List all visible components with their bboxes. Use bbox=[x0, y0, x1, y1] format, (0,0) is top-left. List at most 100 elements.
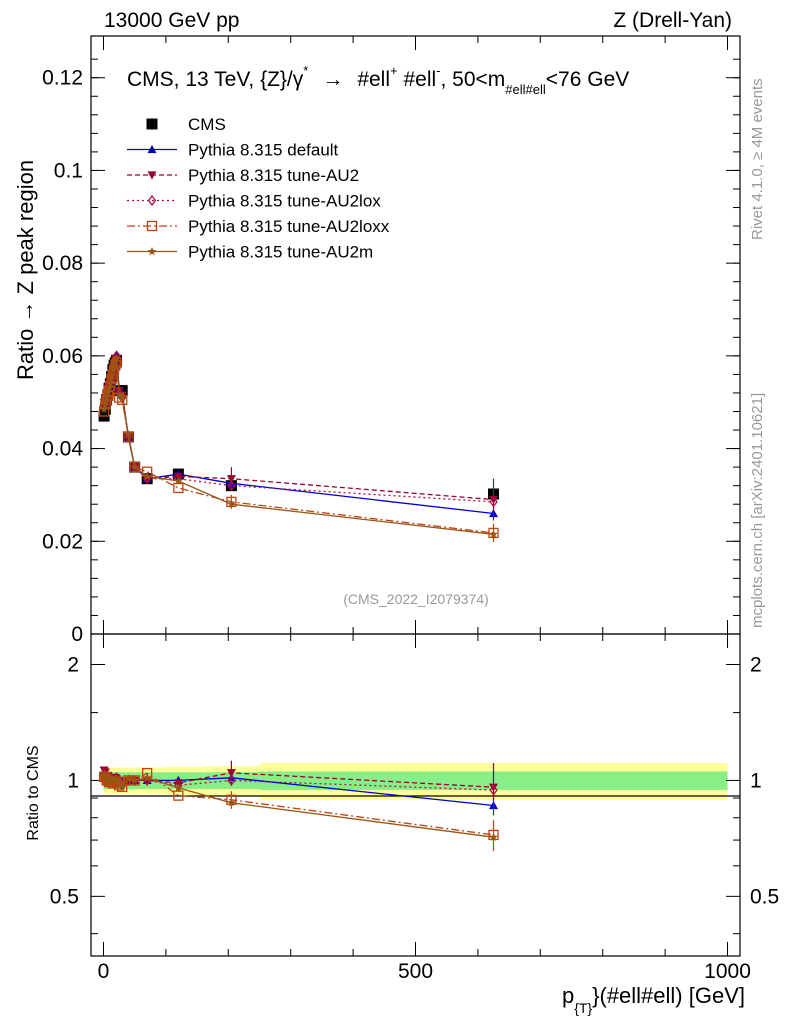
data-point bbox=[102, 393, 111, 402]
data-point bbox=[174, 476, 183, 485]
legend-label: Pythia 8.315 tune-AU2m bbox=[188, 243, 373, 262]
data-point bbox=[112, 353, 121, 362]
data-point bbox=[489, 832, 498, 841]
main-curves bbox=[98, 350, 500, 543]
data-point bbox=[226, 769, 236, 778]
x-tick-label: 0 bbox=[98, 960, 110, 983]
data-point bbox=[173, 790, 184, 801]
data-point bbox=[103, 388, 113, 397]
data-point bbox=[489, 783, 499, 792]
title-range-prefix: , 50<m bbox=[441, 68, 506, 91]
legend-item: Pythia 8.315 tune-AU2 bbox=[127, 166, 359, 185]
ratio-series-5 bbox=[99, 770, 498, 841]
x-label-rest: }(#ell#ell) [GeV] bbox=[592, 983, 745, 1008]
data-point bbox=[117, 393, 127, 402]
ratio-y-tick-label: 1 bbox=[67, 769, 79, 792]
legend-label: CMS bbox=[188, 115, 226, 134]
main-y-tick-label: 0.1 bbox=[54, 159, 83, 182]
data-point bbox=[109, 360, 119, 369]
title-plus: + bbox=[390, 63, 398, 78]
main-y-tick-label: 0.04 bbox=[42, 438, 83, 461]
data-point bbox=[106, 379, 115, 388]
series-2 bbox=[99, 354, 499, 521]
data-point bbox=[142, 471, 152, 480]
legend-item: Pythia 8.315 default bbox=[127, 141, 339, 160]
header-right: Z (Drell-Yan) bbox=[613, 9, 732, 32]
ratio-y-tick-label-right: 2 bbox=[750, 653, 762, 676]
data-point bbox=[173, 779, 183, 788]
legend-item: CMS bbox=[146, 115, 226, 134]
x-label-p: p bbox=[562, 983, 574, 1008]
title-minus: - bbox=[436, 63, 440, 78]
data-point bbox=[227, 774, 236, 787]
ratio-y-label: Ratio to CMS bbox=[25, 745, 42, 840]
ratio-ticks: 0 500 1000 0.5 0.5 1 1 2 2 bbox=[50, 634, 779, 983]
x-axis-label: p{T}}(#ell#ell) [GeV] bbox=[562, 983, 745, 1016]
main-y-tick-label: 0.02 bbox=[42, 530, 83, 553]
ratio-curves bbox=[98, 760, 499, 852]
legend-label: Pythia 8.315 default bbox=[188, 141, 339, 160]
data-point bbox=[146, 220, 158, 232]
title-ell1: #ell bbox=[357, 68, 390, 91]
main-ticks: 0 0.02 0.04 0.06 0.08 0.1 0.12 bbox=[42, 36, 740, 646]
data-point bbox=[173, 482, 184, 494]
data-point bbox=[142, 773, 152, 782]
data-point bbox=[226, 475, 236, 484]
ratio-bands bbox=[103, 762, 728, 800]
ratio-y-tick-label: 0.5 bbox=[50, 885, 79, 908]
data-point bbox=[174, 783, 183, 792]
legend-label: Pythia 8.315 tune-AU2lox bbox=[188, 192, 381, 211]
data-point bbox=[146, 118, 158, 130]
legend-item: Pythia 8.315 tune-AU2m bbox=[127, 243, 373, 262]
analysis-id: (CMS_2022_I2079374) bbox=[343, 591, 489, 607]
data-point bbox=[130, 462, 139, 471]
x-tick-label: 1000 bbox=[704, 960, 751, 983]
title-ell2: #ell bbox=[398, 68, 437, 91]
title-range-suffix: <76 GeV bbox=[546, 68, 629, 91]
series-5 bbox=[99, 353, 498, 538]
series-line bbox=[103, 355, 494, 535]
title-star: * bbox=[303, 63, 308, 78]
data-point bbox=[488, 527, 499, 539]
legend: CMS Pythia 8.315 default Pythia 8.315 tune… bbox=[127, 115, 390, 262]
data-point bbox=[227, 480, 236, 492]
main-y-label: Ratio → Z peak region bbox=[13, 160, 38, 380]
series-4 bbox=[98, 357, 499, 543]
header-left: 13000 GeV pp bbox=[104, 9, 239, 32]
data-point bbox=[489, 784, 498, 796]
rivet-label: Rivet 4.1.0, ≥ 4M events bbox=[749, 78, 766, 240]
data-point bbox=[124, 774, 133, 783]
main-y-tick-label: 0.08 bbox=[42, 252, 83, 275]
mcplots-label: mcplots.cern.ch [arXiv:2401.10621] bbox=[749, 393, 766, 628]
title-range-sub: #ell#ell bbox=[505, 82, 546, 97]
data-point bbox=[124, 430, 133, 439]
data-point bbox=[129, 461, 140, 473]
data-point bbox=[227, 798, 236, 807]
title-prefix: CMS, 13 TeV, {Z}/γ bbox=[127, 68, 304, 91]
legend-label: Pythia 8.315 tune-AU2 bbox=[188, 166, 359, 185]
main-y-tick-label: 0 bbox=[71, 623, 83, 646]
data-point bbox=[147, 171, 157, 180]
main-y-tick-label: 0.06 bbox=[42, 345, 83, 368]
data-point bbox=[117, 780, 127, 789]
data-point bbox=[101, 397, 110, 406]
data-point bbox=[130, 775, 139, 785]
series-3 bbox=[99, 350, 498, 508]
data-point bbox=[489, 495, 499, 505]
main-y-tick-label: 0.12 bbox=[42, 67, 83, 90]
data-point bbox=[108, 365, 118, 374]
data-point bbox=[488, 829, 499, 841]
data-point bbox=[147, 145, 157, 154]
legend-item: Pythia 8.315 tune-AU2loxx bbox=[127, 217, 390, 236]
ratio-y-tick-label-right: 1 bbox=[750, 769, 762, 792]
data-point bbox=[489, 496, 498, 508]
data-point bbox=[147, 247, 157, 256]
data-point bbox=[104, 383, 114, 392]
ratio-y-tick-label: 2 bbox=[67, 653, 79, 676]
series-1 bbox=[99, 351, 499, 518]
data-point bbox=[114, 779, 124, 788]
ratio-y-tick-label-right: 0.5 bbox=[750, 885, 779, 908]
data-point bbox=[99, 404, 109, 413]
data-point bbox=[227, 499, 236, 508]
